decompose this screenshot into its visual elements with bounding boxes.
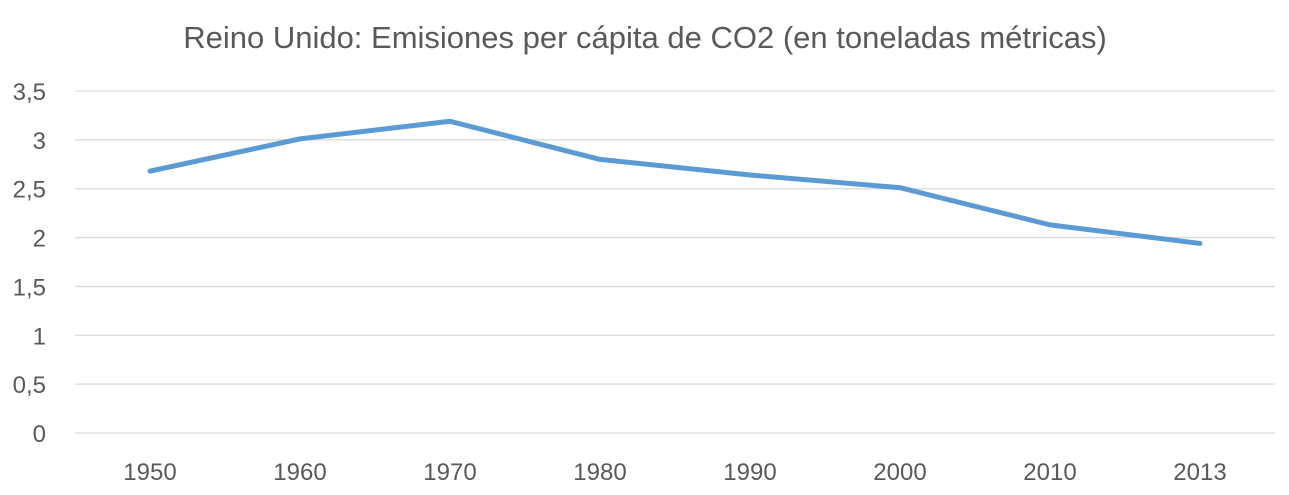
x-axis-ticks: 1950 1960 1970 1980 1990 2000 2010 2013 — [123, 459, 1226, 486]
y-axis-ticks: 0 0,5 1 1,5 2 2,5 3 3,5 — [13, 79, 46, 448]
x-tick-label: 2013 — [1173, 459, 1226, 486]
y-tick-label: 3 — [33, 128, 46, 155]
gridlines — [75, 90, 1275, 434]
x-tick-label: 2000 — [873, 459, 926, 486]
y-tick-label: 0 — [33, 421, 46, 448]
y-tick-label: 0,5 — [13, 372, 46, 399]
x-tick-label: 2010 — [1023, 459, 1076, 486]
x-tick-label: 1980 — [573, 459, 626, 486]
y-tick-label: 2,5 — [13, 177, 46, 204]
x-tick-label: 1990 — [723, 459, 776, 486]
x-tick-label: 1970 — [423, 459, 476, 486]
x-tick-label: 1950 — [123, 459, 176, 486]
y-tick-label: 1 — [33, 323, 46, 350]
y-tick-label: 1,5 — [13, 274, 46, 301]
y-tick-label: 2 — [33, 226, 46, 253]
series-line — [147, 118, 1203, 246]
x-tick-label: 1960 — [273, 459, 326, 486]
y-tick-label: 3,5 — [13, 79, 46, 106]
chart-title: Reino Unido: Emisiones per cápita de CO2… — [183, 20, 1107, 55]
series-layer — [147, 118, 1203, 246]
